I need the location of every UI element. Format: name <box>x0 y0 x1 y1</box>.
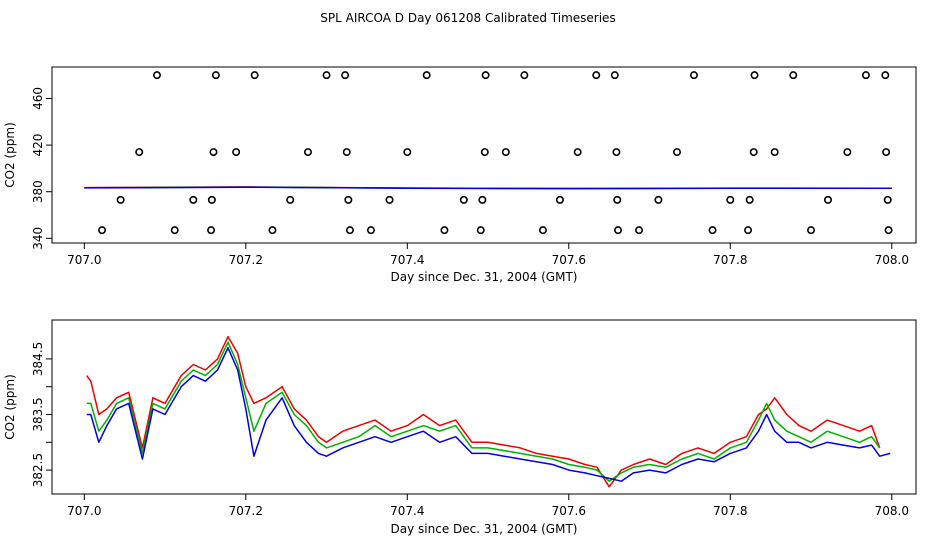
series-line-blue <box>84 186 892 190</box>
calibration-point <box>635 226 644 235</box>
calibration-point <box>232 148 241 157</box>
series-line-green <box>86 341 881 482</box>
calibration-point <box>345 226 354 235</box>
calibration-point <box>207 195 216 204</box>
calibration-point <box>207 226 216 235</box>
plot-frame-bottom <box>51 319 917 495</box>
x-tick-label: 707.6 <box>552 253 586 267</box>
calibration-point <box>745 195 754 204</box>
calibration-point <box>861 71 870 80</box>
calibration-point <box>654 195 663 204</box>
x-tick-label: 707.0 <box>67 253 101 267</box>
calibration-point <box>610 71 619 80</box>
calibration-point <box>211 71 220 80</box>
x-tick-label: 707.8 <box>713 504 747 518</box>
calibration-point <box>170 226 179 235</box>
calibration-point <box>770 148 779 157</box>
calibration-point <box>98 226 107 235</box>
calibration-point <box>250 71 259 80</box>
y-tick-label: 383.5 <box>31 397 45 431</box>
calibration-point <box>481 71 490 80</box>
y-axis-bottom: 382.5 383.5 384.5 <box>31 342 52 487</box>
calibration-point <box>555 195 564 204</box>
x-axis-label-bottom: Day since Dec. 31, 2004 (GMT) <box>391 522 578 536</box>
calibration-point <box>807 226 816 235</box>
calibration-point <box>708 226 717 235</box>
calibration-point <box>116 195 125 204</box>
calibration-point <box>209 148 218 157</box>
series-line-blue <box>86 347 891 482</box>
calibration-point <box>538 226 547 235</box>
plot-marks-bottom <box>86 335 891 488</box>
calibration-point <box>341 71 350 80</box>
calibration-point <box>520 71 529 80</box>
x-tick-label: 707.0 <box>67 504 101 518</box>
x-axis-top: 707.0 707.2 707.4 707.6 707.8 708.0 <box>67 243 909 267</box>
timeseries-panel-top: 707.0 707.2 707.4 707.6 707.8 708.0 340 380 420… <box>3 66 917 284</box>
x-tick-label: 708.0 <box>875 504 909 518</box>
y-axis-label-bottom: CO2 (ppm) <box>3 374 17 440</box>
calibration-point <box>823 195 832 204</box>
y-tick-label: 340 <box>31 227 45 250</box>
calibration-point <box>366 226 375 235</box>
calibration-point <box>478 195 487 204</box>
calibration-point <box>592 71 601 80</box>
calibration-point <box>573 148 582 157</box>
x-tick-label: 707.2 <box>229 504 263 518</box>
plot-marks-top <box>84 71 893 235</box>
calibration-point <box>440 226 449 235</box>
calibration-point <box>342 148 351 157</box>
calibration-point <box>750 71 759 80</box>
y-tick-label: 420 <box>31 134 45 157</box>
calibration-point <box>501 148 510 157</box>
calibration-point <box>189 195 198 204</box>
calibration-point <box>344 195 353 204</box>
calibration-point <box>152 71 161 80</box>
y-tick-label: 460 <box>31 87 45 110</box>
x-tick-label: 708.0 <box>875 253 909 267</box>
calibration-point <box>303 148 312 157</box>
calibration-point <box>459 195 468 204</box>
series-line-red <box>86 335 881 488</box>
calibration-point <box>422 71 431 80</box>
calibration-point <box>480 148 489 157</box>
calibration-point <box>613 195 622 204</box>
x-axis-label-top: Day since Dec. 31, 2004 (GMT) <box>391 270 578 284</box>
calibration-point <box>322 71 331 80</box>
calibration-point <box>884 226 893 235</box>
calibration-point <box>614 226 623 235</box>
calibration-point <box>612 148 621 157</box>
calibration-point <box>726 195 735 204</box>
x-axis-bottom: 707.0 707.2 707.4 707.6 707.8 708.0 <box>67 494 909 518</box>
calibration-point <box>476 226 485 235</box>
y-tick-label: 380 <box>31 180 45 203</box>
y-tick-label: 384.5 <box>31 342 45 376</box>
calibration-point <box>268 226 277 235</box>
x-tick-label: 707.2 <box>229 253 263 267</box>
calibration-point <box>385 195 394 204</box>
calibration-point <box>135 148 144 157</box>
calibration-point <box>672 148 681 157</box>
calibration-point <box>749 148 758 157</box>
y-axis-top: 340 380 420 460 <box>31 87 52 250</box>
x-tick-label: 707.6 <box>552 504 586 518</box>
figure-title: SPL AIRCOA D Day 061208 Calibrated Times… <box>320 11 615 25</box>
x-tick-label: 707.4 <box>390 253 424 267</box>
calibration-point <box>286 195 295 204</box>
calibration-point <box>883 195 892 204</box>
timeseries-panel-bottom: 707.0 707.2 707.4 707.6 707.8 708.0 382.5 383.… <box>3 319 917 536</box>
calibration-point <box>689 71 698 80</box>
calibration-point <box>882 148 891 157</box>
y-axis-label-top: CO2 (ppm) <box>3 122 17 188</box>
calibration-point <box>744 226 753 235</box>
y-tick-label: 382.5 <box>31 453 45 487</box>
x-tick-label: 707.8 <box>713 253 747 267</box>
calibration-point <box>843 148 852 157</box>
calibration-point <box>403 148 412 157</box>
calibration-point <box>789 71 798 80</box>
x-tick-label: 707.4 <box>390 504 424 518</box>
plot-frame-top <box>51 66 917 244</box>
calibration-point <box>881 71 890 80</box>
